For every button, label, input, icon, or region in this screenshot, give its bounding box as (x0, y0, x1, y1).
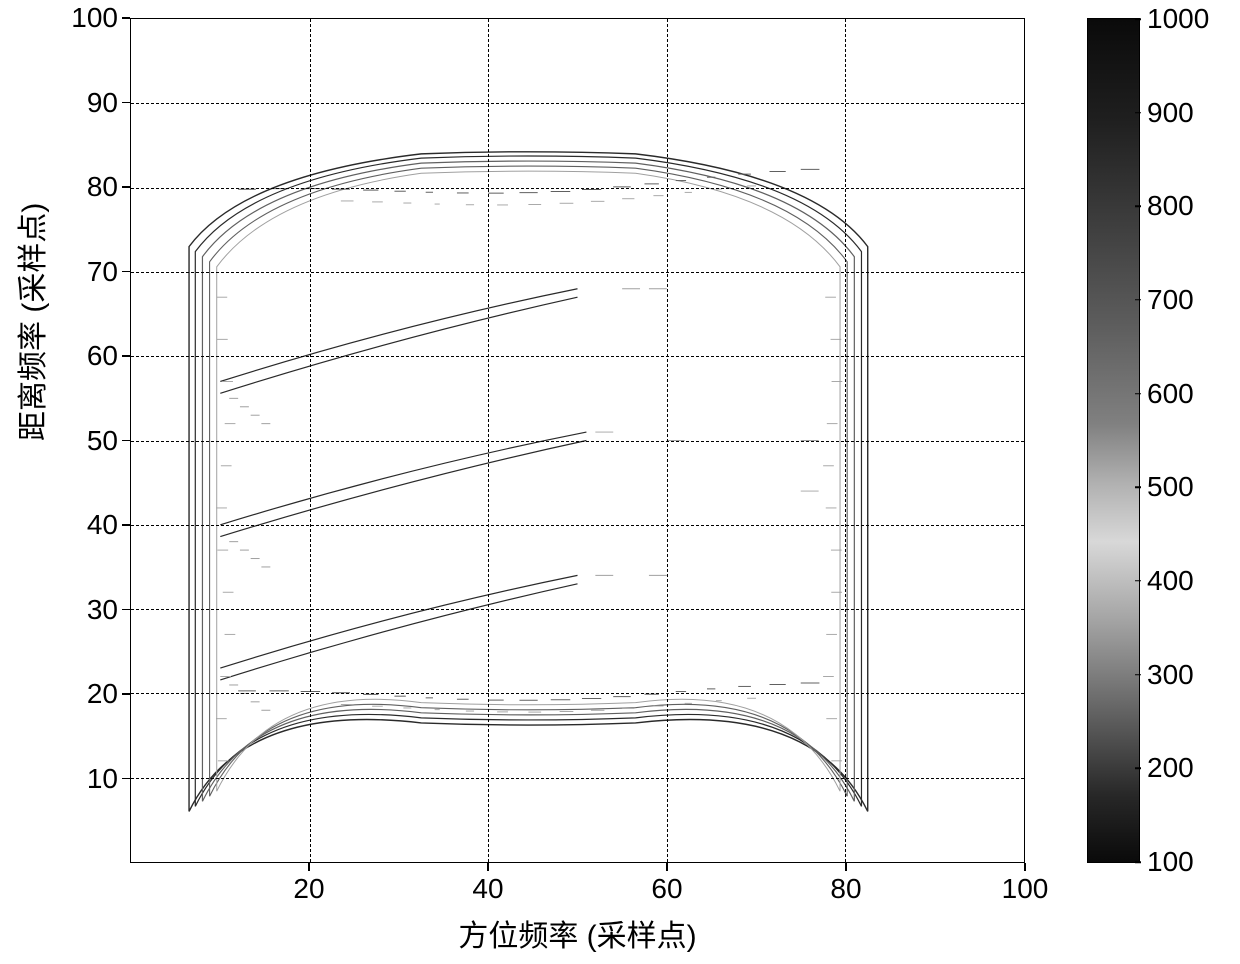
colorbar-tick-mark (1135, 112, 1141, 114)
colorbar-gradient (1088, 19, 1139, 862)
colorbar-tick-mark (1135, 206, 1141, 208)
y-tick-mark (122, 440, 130, 442)
colorbar-tick-label: 300 (1139, 659, 1194, 691)
y-tick-label: 90 (87, 87, 118, 119)
y-gridline (131, 441, 1024, 442)
x-axis-label: 方位频率 (采样点) (458, 911, 696, 955)
y-tick-mark (122, 355, 130, 357)
colorbar-tick-mark (1135, 580, 1141, 582)
colorbar-tick-label: 400 (1139, 565, 1194, 597)
x-tick-mark (308, 863, 310, 871)
colorbar-tick-label: 100 (1139, 846, 1194, 878)
colorbar-tick-label: 900 (1139, 97, 1194, 129)
x-tick-mark (845, 863, 847, 871)
colorbar-tick-label: 200 (1139, 752, 1194, 784)
x-tick-label: 60 (651, 873, 682, 905)
y-tick-mark (122, 186, 130, 188)
y-tick-label: 10 (87, 763, 118, 795)
colorbar-tick-label: 800 (1139, 190, 1194, 222)
y-gridline (131, 188, 1024, 189)
y-tick-label: 50 (87, 425, 118, 457)
y-tick-mark (122, 609, 130, 611)
y-tick-label: 80 (87, 171, 118, 203)
y-gridline (131, 525, 1024, 526)
colorbar-tick-mark (1135, 393, 1141, 395)
y-gridline (131, 609, 1024, 610)
y-tick-mark (122, 778, 130, 780)
colorbar-tick-mark (1135, 299, 1141, 301)
y-gridline (131, 693, 1024, 694)
y-axis-label: 距离频率 (采样点) (8, 202, 52, 440)
y-tick-mark (122, 524, 130, 526)
x-tick-label: 40 (472, 873, 503, 905)
y-gridline (131, 272, 1024, 273)
x-tick-mark (666, 863, 668, 871)
plot-area (130, 18, 1025, 863)
y-tick-mark (122, 271, 130, 273)
x-tick-label: 20 (293, 873, 324, 905)
x-tick-label: 100 (1002, 873, 1049, 905)
colorbar-tick-label: 600 (1139, 378, 1194, 410)
colorbar-tick-label: 500 (1139, 471, 1194, 503)
colorbar: 1002003004005006007008009001000 (1087, 18, 1140, 863)
colorbar-tick-mark (1135, 768, 1141, 770)
colorbar-tick-mark (1135, 18, 1141, 20)
y-tick-label: 100 (71, 2, 118, 34)
colorbar-tick-mark (1135, 861, 1141, 863)
colorbar-tick-mark (1135, 487, 1141, 489)
y-tick-mark (122, 693, 130, 695)
y-tick-mark (122, 102, 130, 104)
y-gridline (131, 356, 1024, 357)
y-tick-mark (122, 17, 130, 19)
colorbar-tick-mark (1135, 674, 1141, 676)
x-tick-label: 80 (830, 873, 861, 905)
colorbar-tick-label: 700 (1139, 284, 1194, 316)
y-gridline (131, 103, 1024, 104)
colorbar-tick-label: 1000 (1139, 3, 1209, 35)
y-tick-label: 40 (87, 509, 118, 541)
y-tick-label: 70 (87, 256, 118, 288)
y-tick-label: 20 (87, 678, 118, 710)
y-tick-label: 30 (87, 594, 118, 626)
y-tick-label: 60 (87, 340, 118, 372)
y-gridline (131, 778, 1024, 779)
chart-container: 方位频率 (采样点) 距离频率 (采样点) 100200300400500600… (0, 0, 1240, 964)
x-tick-mark (487, 863, 489, 871)
x-tick-mark (1024, 863, 1026, 871)
